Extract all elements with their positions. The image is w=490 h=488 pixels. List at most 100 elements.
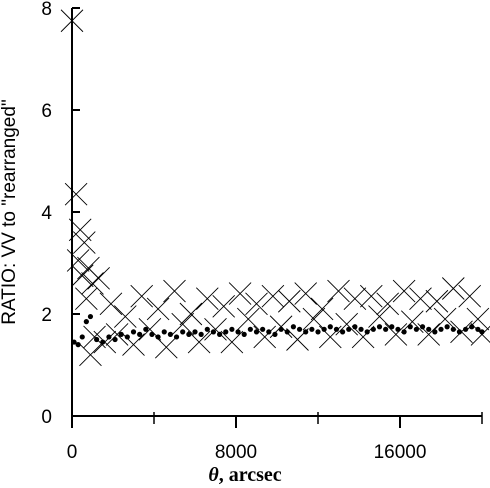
plot-marks [60, 9, 490, 367]
cross-marker [75, 287, 98, 311]
dot-marker [432, 329, 438, 335]
dot-marker [137, 331, 143, 337]
cross-marker [163, 279, 186, 303]
cross-marker [220, 330, 244, 354]
x-tick-label: 16000 [374, 442, 427, 463]
dot-marker [143, 326, 149, 332]
x-tick-label: 8000 [215, 442, 257, 463]
cross-marker [236, 307, 260, 331]
dot-marker [296, 326, 303, 332]
dot-marker [79, 334, 85, 340]
dot-marker [352, 324, 358, 330]
dot-marker [450, 326, 456, 332]
dot-marker [100, 339, 106, 345]
dot-marker [401, 329, 407, 335]
dot-marker [247, 326, 253, 332]
cross-marker [64, 182, 88, 206]
cross-marker [171, 312, 195, 336]
x-axis-label: θ, arcsec [208, 464, 281, 486]
x-axis-label-text: , arcsec [219, 464, 282, 486]
cross-marker [105, 323, 129, 346]
dot-marker [456, 329, 463, 335]
cross-marker [79, 343, 102, 367]
cross-marker [392, 279, 416, 303]
cross-marker [70, 264, 94, 288]
dot-marker [438, 326, 444, 332]
cross-marker [146, 297, 170, 321]
dot-marker [106, 334, 112, 340]
cross-marker [81, 272, 104, 295]
cross-marker [441, 277, 465, 300]
dot-marker [87, 313, 94, 320]
dot-marker [340, 329, 346, 335]
dot-marker [407, 324, 413, 330]
cross-marker [261, 284, 285, 308]
dot-marker [149, 331, 155, 337]
dot-marker [94, 336, 100, 343]
cross-marker [212, 295, 236, 318]
cross-marker [87, 266, 110, 290]
dot-marker [290, 324, 296, 330]
dot-marker [186, 331, 192, 337]
dot-marker [223, 329, 229, 335]
dot-marker [155, 334, 161, 340]
cross-marker [425, 289, 449, 313]
cross-marker [384, 323, 408, 346]
cross-marker [335, 312, 359, 336]
dot-marker [278, 326, 284, 332]
cross-marker [277, 289, 301, 313]
cross-marker [409, 287, 432, 311]
dot-marker [303, 329, 309, 335]
cross-marker [204, 317, 227, 341]
cross-marker [376, 292, 400, 316]
dot-marker [309, 326, 315, 332]
cross-marker [130, 284, 154, 308]
dot-marker [118, 331, 124, 337]
dot-marker [266, 329, 272, 335]
dot-marker [272, 331, 278, 337]
x-axis-ticks: 0 8000 16000 [67, 412, 483, 463]
dot-marker [210, 329, 217, 335]
dot-marker [235, 329, 241, 335]
cross-marker [343, 287, 367, 311]
y-tick-label: 0 [41, 407, 52, 428]
dot-marker [112, 336, 118, 343]
dot-marker [333, 326, 340, 332]
cross-marker [66, 249, 90, 272]
dot-marker [364, 329, 370, 335]
dot-marker [346, 326, 352, 332]
cross-marker [351, 325, 375, 349]
dot-marker [260, 326, 266, 332]
y-tick-label: 8 [41, 0, 52, 20]
dot-marker [229, 326, 235, 332]
cross-marker [113, 305, 137, 328]
dot-marker [463, 326, 469, 332]
dot-marker [180, 329, 186, 335]
cross-marker [458, 284, 482, 308]
dot-marker [192, 329, 198, 335]
dot-marker [469, 324, 475, 330]
cross-marker [228, 282, 252, 305]
cross-marker [310, 297, 334, 321]
dot-marker [253, 329, 260, 335]
cross-marker [99, 292, 123, 316]
dot-marker [413, 326, 419, 332]
dot-marker [198, 331, 204, 337]
dot-marker [204, 326, 210, 332]
dot-marker [327, 324, 333, 330]
dot-marker [217, 331, 223, 337]
dot-marker [395, 326, 401, 332]
dot-marker [130, 329, 137, 335]
cross-marker [327, 279, 350, 303]
cross-marker [302, 307, 326, 331]
y-tick-label: 2 [41, 305, 52, 326]
cross-marker [154, 335, 178, 359]
dot-marker [315, 329, 321, 335]
dot-marker [479, 329, 485, 335]
dot-marker [173, 334, 180, 340]
cross-marker [187, 330, 211, 354]
cross-marker [433, 307, 457, 331]
cross-marker [195, 287, 219, 311]
dot-marker [161, 329, 167, 335]
